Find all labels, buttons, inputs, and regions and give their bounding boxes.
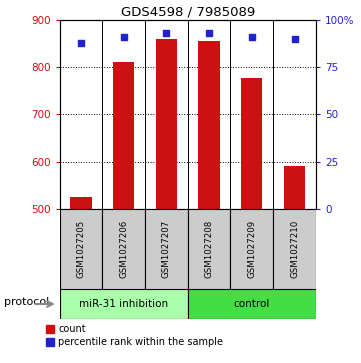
Point xyxy=(164,30,169,36)
Legend: count, percentile rank within the sample: count, percentile rank within the sample xyxy=(46,324,223,347)
Bar xyxy=(273,209,316,289)
Bar xyxy=(70,197,92,209)
Text: GSM1027206: GSM1027206 xyxy=(119,220,128,278)
Text: GSM1027208: GSM1027208 xyxy=(205,220,214,278)
Text: GSM1027207: GSM1027207 xyxy=(162,220,171,278)
Point xyxy=(249,34,255,40)
Bar xyxy=(230,209,273,289)
Point xyxy=(292,36,297,42)
Bar xyxy=(60,209,102,289)
Point xyxy=(206,30,212,36)
Text: miR-31 inhibition: miR-31 inhibition xyxy=(79,299,168,309)
Title: GDS4598 / 7985089: GDS4598 / 7985089 xyxy=(121,6,255,19)
Bar xyxy=(188,289,316,319)
Bar xyxy=(102,209,145,289)
Text: GSM1027209: GSM1027209 xyxy=(247,220,256,278)
Bar xyxy=(145,209,188,289)
Point xyxy=(78,40,84,45)
Point xyxy=(121,34,127,40)
Bar xyxy=(156,39,177,209)
Bar xyxy=(113,62,134,209)
Bar xyxy=(241,78,262,209)
Bar xyxy=(188,209,230,289)
Bar xyxy=(284,166,305,209)
Text: GSM1027210: GSM1027210 xyxy=(290,220,299,278)
Text: control: control xyxy=(234,299,270,309)
Text: GSM1027205: GSM1027205 xyxy=(77,220,86,278)
Text: protocol: protocol xyxy=(4,297,49,307)
Bar xyxy=(60,289,188,319)
Bar xyxy=(199,41,220,209)
